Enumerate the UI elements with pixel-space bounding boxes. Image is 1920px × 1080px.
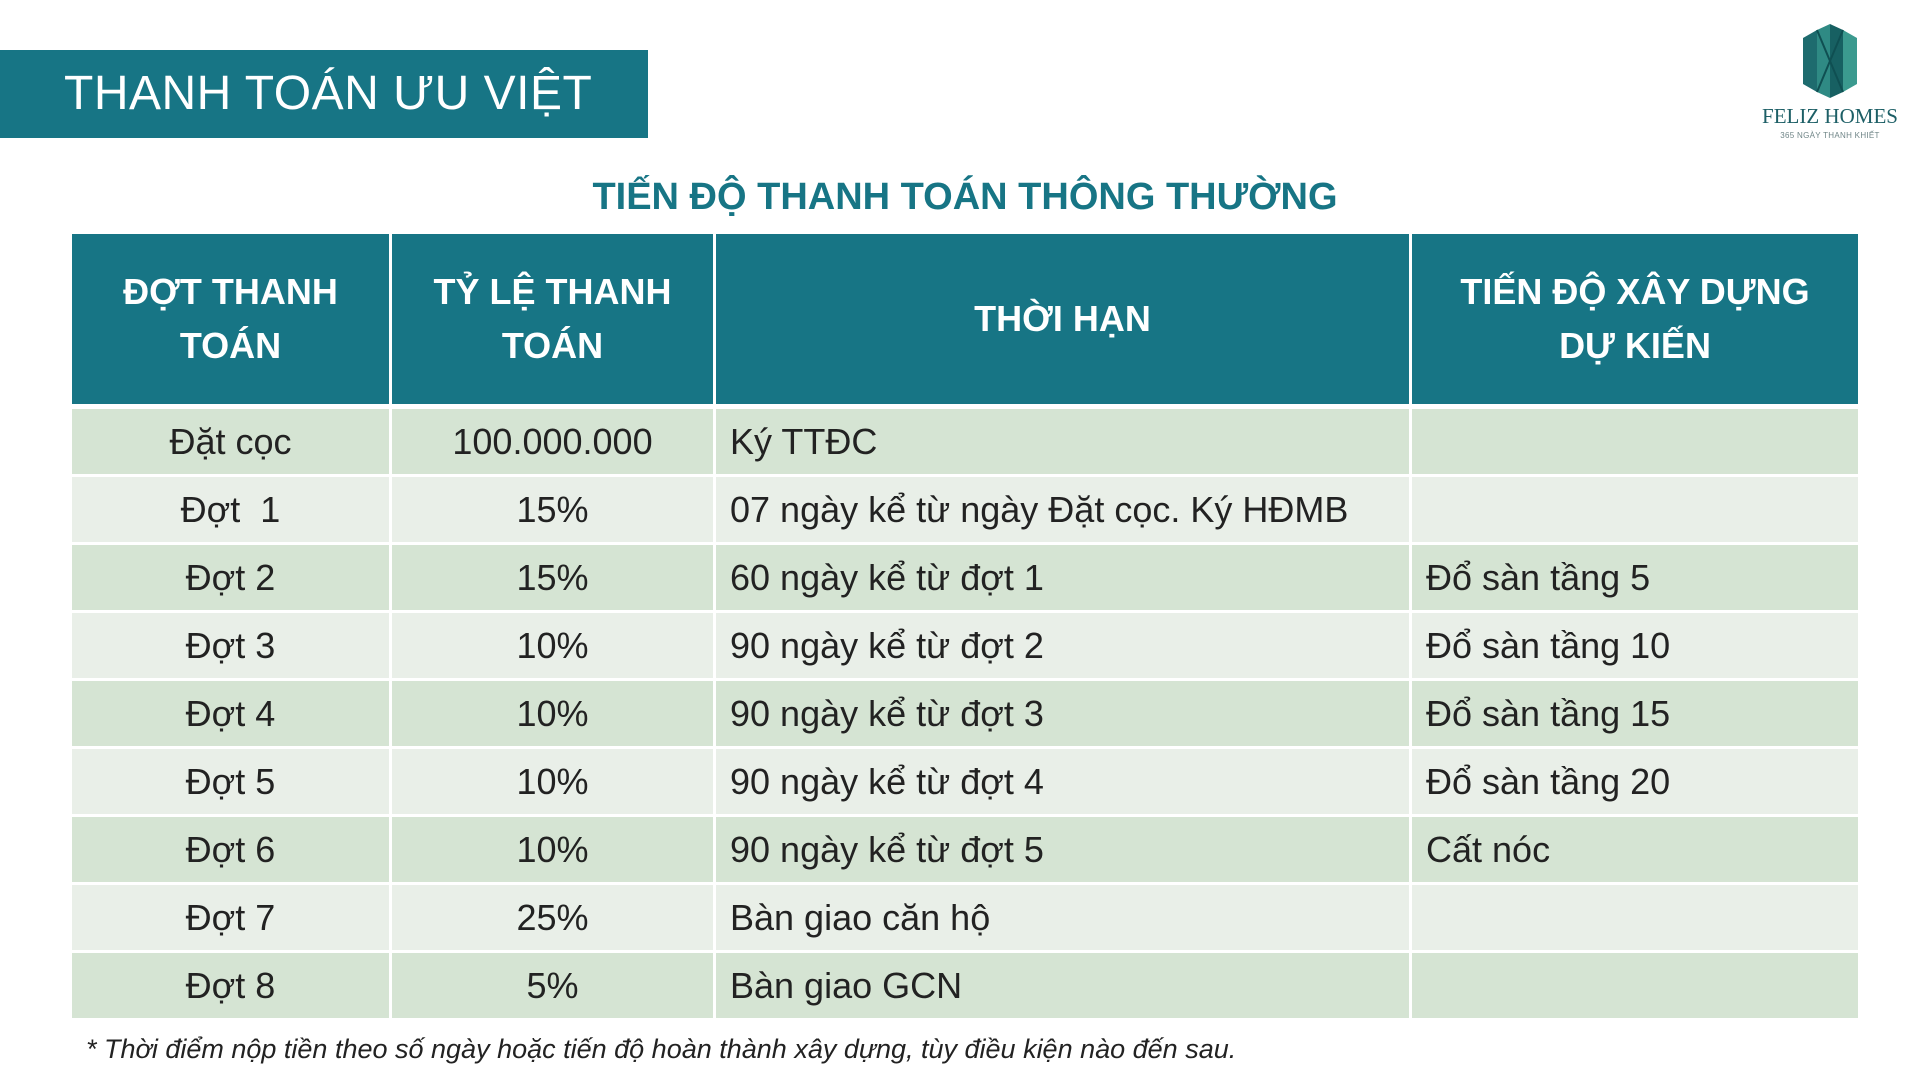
logo-name: FELIZ HOMES bbox=[1762, 104, 1898, 128]
cell-tien-do: Đổ sàn tầng 20 bbox=[1412, 749, 1858, 817]
payment-schedule-table: ĐỢT THANH TOÁN TỶ LỆ THANH TOÁN THỜI HẠN… bbox=[72, 234, 1858, 1021]
table-row: Đợt 5 10% 90 ngày kể từ đợt 4 Đổ sàn tần… bbox=[72, 749, 1858, 817]
table-row: Đợt 7 25% Bàn giao căn hộ bbox=[72, 885, 1858, 953]
cell-thoi-han: 90 ngày kể từ đợt 4 bbox=[716, 749, 1412, 817]
cell-ty-le: 5% bbox=[392, 953, 716, 1021]
cell-thoi-han: 07 ngày kể từ ngày Đặt cọc. Ký HĐMB bbox=[716, 477, 1412, 545]
brand-logo: FELIZ HOMES 365 NGÀY THANH KHIẾT bbox=[1745, 24, 1915, 164]
table-title: TIẾN ĐỘ THANH TOÁN THÔNG THƯỜNG bbox=[592, 176, 1338, 218]
logo-tagline: 365 NGÀY THANH KHIẾT bbox=[1780, 131, 1880, 140]
cell-tien-do bbox=[1412, 477, 1858, 545]
cell-tien-do bbox=[1412, 953, 1858, 1021]
table-row: Đặt cọc 100.000.000 Ký TTĐC bbox=[72, 409, 1858, 477]
cell-thoi-han: 90 ngày kể từ đợt 5 bbox=[716, 817, 1412, 885]
cell-dot: Đợt 2 bbox=[72, 545, 392, 613]
table-row: Đợt 4 10% 90 ngày kể từ đợt 3 Đổ sàn tần… bbox=[72, 681, 1858, 749]
cell-dot: Đặt cọc bbox=[72, 409, 392, 477]
cell-ty-le: 15% bbox=[392, 477, 716, 545]
page-title: THANH TOÁN ƯU VIỆT bbox=[0, 50, 648, 138]
cell-dot: Đợt 7 bbox=[72, 885, 392, 953]
cell-ty-le: 15% bbox=[392, 545, 716, 613]
cell-dot: Đợt 1 bbox=[72, 477, 392, 545]
cell-tien-do bbox=[1412, 885, 1858, 953]
cell-thoi-han: 90 ngày kể từ đợt 3 bbox=[716, 681, 1412, 749]
cell-ty-le: 10% bbox=[392, 749, 716, 817]
cell-dot: Đợt 5 bbox=[72, 749, 392, 817]
cell-ty-le: 25% bbox=[392, 885, 716, 953]
cell-tien-do: Cất nóc bbox=[1412, 817, 1858, 885]
cell-thoi-han: 90 ngày kể từ đợt 2 bbox=[716, 613, 1412, 681]
cell-ty-le: 10% bbox=[392, 613, 716, 681]
cell-tien-do: Đổ sàn tầng 15 bbox=[1412, 681, 1858, 749]
header-thoi-han: THỜI HẠN bbox=[716, 234, 1412, 409]
footnote: * Thời điểm nộp tiền theo số ngày hoặc t… bbox=[86, 1034, 1237, 1064]
cell-dot: Đợt 3 bbox=[72, 613, 392, 681]
cell-ty-le: 10% bbox=[392, 681, 716, 749]
cell-tien-do: Đổ sàn tầng 5 bbox=[1412, 545, 1858, 613]
table-row: Đợt 6 10% 90 ngày kể từ đợt 5 Cất nóc bbox=[72, 817, 1858, 885]
table-row: Đợt 3 10% 90 ngày kể từ đợt 2 Đổ sàn tần… bbox=[72, 613, 1858, 681]
table-header-row: ĐỢT THANH TOÁN TỶ LỆ THANH TOÁN THỜI HẠN… bbox=[72, 234, 1858, 409]
cell-dot: Đợt 8 bbox=[72, 953, 392, 1021]
cell-thoi-han: Ký TTĐC bbox=[716, 409, 1412, 477]
cell-dot: Đợt 4 bbox=[72, 681, 392, 749]
cell-dot: Đợt 6 bbox=[72, 817, 392, 885]
cell-thoi-han: Bàn giao căn hộ bbox=[716, 885, 1412, 953]
cell-tien-do: Đổ sàn tầng 10 bbox=[1412, 613, 1858, 681]
table-row: Đợt 2 15% 60 ngày kể từ đợt 1 Đổ sàn tần… bbox=[72, 545, 1858, 613]
cell-thoi-han: Bàn giao GCN bbox=[716, 953, 1412, 1021]
table-row: Đợt 8 5% Bàn giao GCN bbox=[72, 953, 1858, 1021]
feliz-homes-logo-icon bbox=[1803, 24, 1857, 98]
cell-tien-do bbox=[1412, 409, 1858, 477]
header-dot-thanh-toan: ĐỢT THANH TOÁN bbox=[72, 234, 392, 409]
table-row: Đợt 1 15% 07 ngày kể từ ngày Đặt cọc. Ký… bbox=[72, 477, 1858, 545]
header-ty-le-thanh-toan: TỶ LỆ THANH TOÁN bbox=[392, 234, 716, 409]
cell-ty-le: 100.000.000 bbox=[392, 409, 716, 477]
cell-ty-le: 10% bbox=[392, 817, 716, 885]
header-tien-do-xay-dung: TIẾN ĐỘ XÂY DỰNG DỰ KIẾN bbox=[1412, 234, 1858, 409]
cell-thoi-han: 60 ngày kể từ đợt 1 bbox=[716, 545, 1412, 613]
